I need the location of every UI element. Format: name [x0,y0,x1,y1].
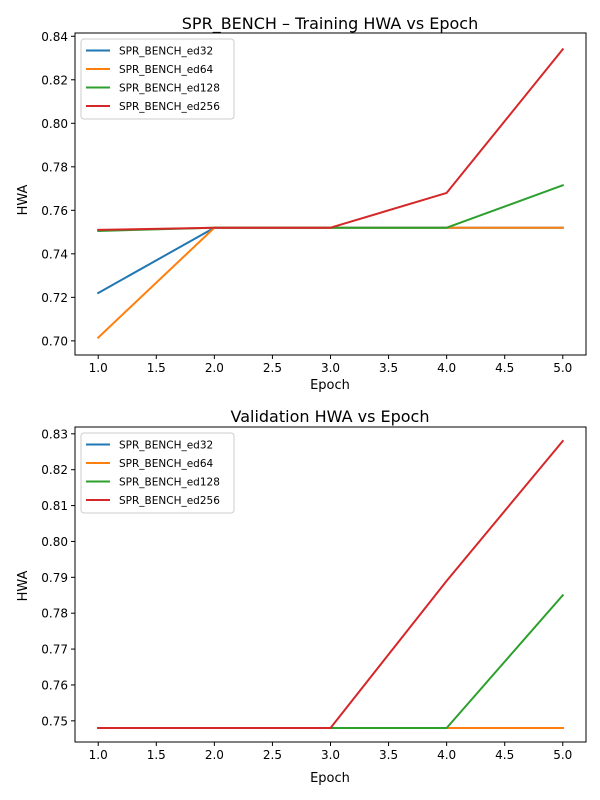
y-tick-label: 0.70 [41,334,68,348]
x-tick-labels: 1.0 1.5 2.0 2.5 3.0 3.5 4.0 4.5 5.0 [89,361,573,375]
x-tick-label: 1.0 [89,748,108,762]
x-tick-label: 5.0 [553,748,572,762]
chart-title: Validation HWA vs Epoch [231,407,430,426]
y-tick-label: 0.80 [41,117,68,131]
y-tick-label: 0.74 [41,247,68,261]
x-tick-label: 4.0 [437,361,456,375]
x-tick-label: 3.5 [379,748,398,762]
series-lines [96,47,565,340]
legend-label: SPR_BENCH_ed32 [119,440,213,452]
y-tick-label: 0.80 [41,535,68,549]
x-tick-label: 4.0 [437,748,456,762]
legend-label: SPR_BENCH_ed64 [119,64,214,76]
legend-box [80,38,235,120]
series-line-spr-bench-ed256 [97,47,565,231]
legend-label: SPR_BENCH_ed128 [119,83,220,95]
legend-label: SPR_BENCH_ed128 [119,477,220,489]
y-tick-label: 0.72 [41,291,68,305]
y-tick-labels: 0.75 0.76 0.77 0.78 0.79 0.80 0.81 0.82 0.83 [41,427,68,728]
plot-frame [74,32,587,356]
legend-label: SPR_BENCH_ed256 [119,495,220,507]
chart-title: SPR_BENCH – Training HWA vs Epoch [182,14,478,34]
legend-label: SPR_BENCH_ed64 [119,458,214,470]
y-tick-label: 0.79 [41,571,68,585]
x-tick-label: 1.0 [89,361,108,375]
y-axis-label: HWA [16,570,31,601]
x-axis-label: Epoch [310,378,350,393]
x-tick-label: 1.5 [147,361,166,375]
y-axis-label: HWA [16,184,31,215]
y-tick-label: 0.82 [41,73,68,87]
y-tick-labels: 0.70 0.72 0.74 0.76 0.78 0.80 0.82 0.84 [41,30,68,349]
legend: SPR_BENCH_ed32 SPR_BENCH_ed64 SPR_BENCH_ed… [80,432,235,514]
legend-box [80,432,235,514]
plot-frame [74,426,587,743]
y-tick-label: 0.78 [41,607,68,621]
y-tick-label: 0.83 [41,427,68,441]
legend-label: SPR_BENCH_ed32 [119,46,213,58]
tick-marks [71,35,564,359]
x-tick-label: 2.5 [263,361,282,375]
x-tick-label: 5.0 [553,361,572,375]
x-tick-label: 3.0 [321,361,340,375]
series-line-spr-bench-ed256 [97,439,565,730]
legend: SPR_BENCH_ed32 SPR_BENCH_ed64 SPR_BENCH_ed… [80,38,235,120]
x-tick-label: 3.5 [379,361,398,375]
y-tick-label: 0.82 [41,463,68,477]
x-tick-label: 3.0 [321,748,340,762]
y-tick-label: 0.78 [41,160,68,174]
y-tick-label: 0.76 [41,204,68,218]
x-tick-label: 2.0 [205,361,224,375]
x-tick-label: 1.5 [147,748,166,762]
validation-hwa-chart: Validation HWA vs Epoch Epoch HWA 1.0 1.5… [16,407,587,786]
x-axis-label: Epoch [310,771,350,786]
x-tick-label: 4.5 [495,361,514,375]
series-lines [97,439,565,730]
legend-label: SPR_BENCH_ed256 [119,101,220,113]
y-tick-label: 0.84 [41,30,68,44]
y-tick-label: 0.77 [41,643,68,657]
training-hwa-chart: SPR_BENCH – Training HWA vs Epoch Epoch … [16,14,587,393]
x-tick-labels: 1.0 1.5 2.0 2.5 3.0 3.5 4.0 4.5 5.0 [89,748,573,762]
y-tick-label: 0.81 [41,499,68,513]
y-tick-label: 0.76 [41,678,68,692]
x-tick-label: 2.5 [263,748,282,762]
tick-marks [71,433,564,746]
x-tick-label: 2.0 [205,748,224,762]
x-tick-label: 4.5 [495,748,514,762]
y-tick-label: 0.75 [41,714,68,728]
